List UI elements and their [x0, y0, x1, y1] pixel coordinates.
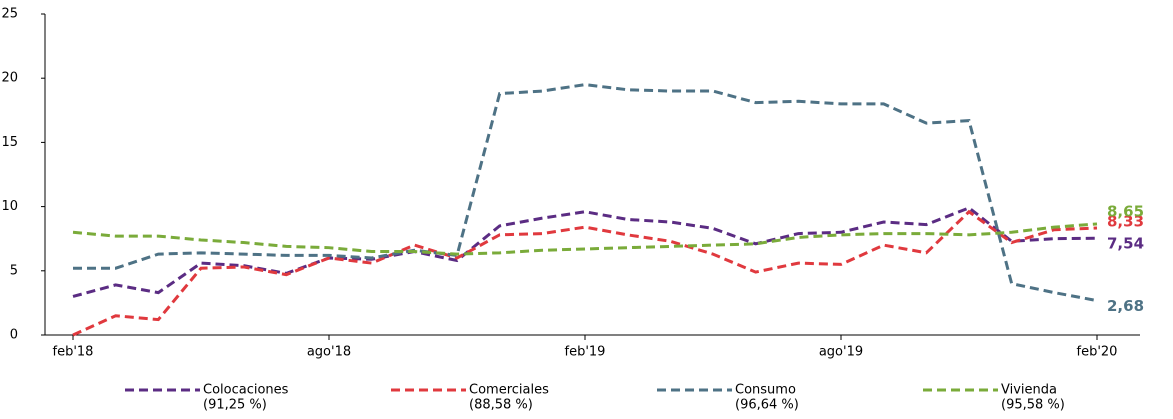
series-line	[73, 83, 1098, 303]
series-line	[72, 222, 1098, 256]
legend-share: (95,58 %)	[1001, 398, 1065, 413]
value-label: 8,33	[1107, 213, 1144, 231]
x-tick-label: feb'20	[1077, 345, 1118, 360]
y-tick-label: 15	[1, 135, 18, 150]
legend-share: (91,25 %)	[203, 398, 267, 413]
legend-label: Colocaciones	[203, 383, 289, 398]
legend-label: Consumo	[735, 383, 796, 398]
y-tick-label: 25	[1, 7, 18, 22]
series-line	[72, 209, 1098, 337]
y-tick-label: 5	[10, 263, 18, 278]
value-label: 7,54	[1107, 235, 1144, 253]
y-tick-label: 0	[10, 328, 18, 343]
y-tick-label: 10	[1, 199, 18, 214]
value-label: 2,68	[1107, 297, 1144, 315]
x-tick-label: ago'19	[819, 345, 863, 360]
x-tick-label: feb'19	[565, 345, 606, 360]
legend-label: Comerciales	[469, 383, 549, 398]
y-tick-label: 20	[1, 71, 18, 86]
x-tick-label: feb'18	[53, 345, 94, 360]
legend-label: Vivienda	[1001, 383, 1057, 398]
x-tick-label: ago'18	[307, 345, 351, 360]
value-label: 8,65	[1107, 202, 1144, 220]
legend-share: (96,64 %)	[735, 398, 799, 413]
legend-share: (88,58 %)	[469, 398, 533, 413]
